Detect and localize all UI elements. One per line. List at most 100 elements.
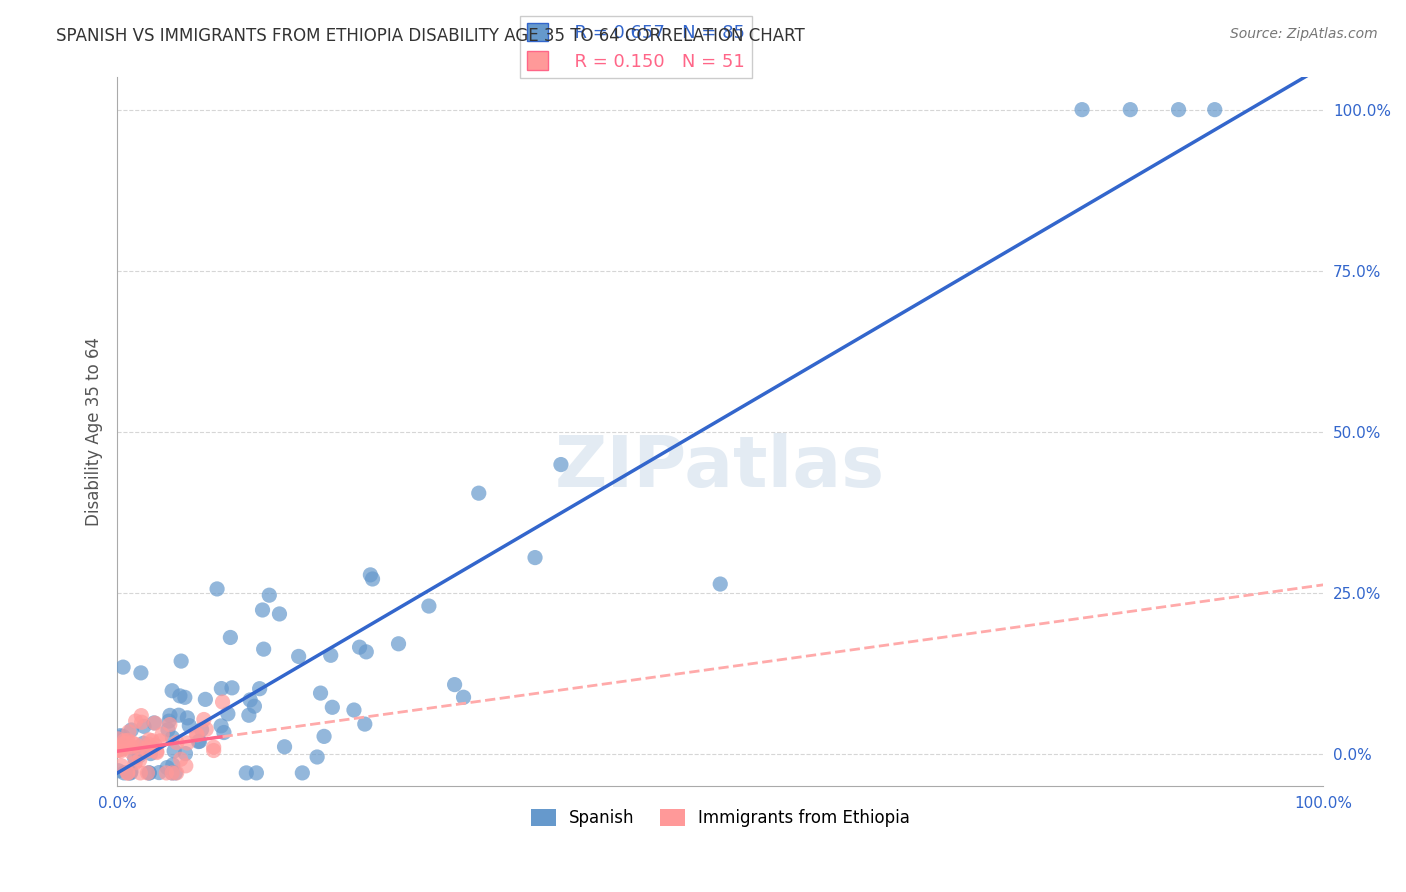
Point xyxy=(194,692,217,706)
Point xyxy=(145,744,167,758)
Point xyxy=(146,746,169,760)
Point xyxy=(259,588,281,602)
Point xyxy=(166,765,188,780)
Point xyxy=(219,631,242,645)
Point xyxy=(108,743,131,757)
Point xyxy=(150,727,173,741)
Point xyxy=(156,723,179,737)
Point xyxy=(124,714,146,728)
Point xyxy=(131,715,153,730)
Point xyxy=(132,736,155,750)
Point xyxy=(179,719,201,733)
Point xyxy=(107,743,129,757)
Point xyxy=(124,751,146,765)
Point xyxy=(107,731,129,746)
Point xyxy=(418,599,440,613)
Point xyxy=(169,752,191,766)
Point xyxy=(112,765,135,780)
Point xyxy=(160,765,183,780)
Point xyxy=(359,567,381,582)
Point xyxy=(160,765,183,780)
Point xyxy=(162,731,184,745)
Point xyxy=(235,765,257,780)
Point xyxy=(118,724,141,739)
Point xyxy=(211,695,233,709)
Point xyxy=(190,723,212,737)
Point xyxy=(1119,103,1142,117)
Point xyxy=(112,742,135,756)
Point xyxy=(138,737,160,751)
Point xyxy=(132,719,155,733)
Point xyxy=(135,741,157,756)
Point xyxy=(166,735,188,749)
Point xyxy=(143,715,166,730)
Point xyxy=(141,733,163,747)
Point xyxy=(709,577,731,591)
Point xyxy=(117,765,139,780)
Point xyxy=(129,765,152,780)
Point xyxy=(170,654,193,668)
Point xyxy=(128,740,150,755)
Point xyxy=(186,727,208,741)
Point xyxy=(238,708,260,723)
Point xyxy=(176,711,198,725)
Point xyxy=(343,703,366,717)
Point xyxy=(453,690,475,705)
Point xyxy=(443,678,465,692)
Point xyxy=(108,740,131,755)
Point xyxy=(468,486,491,500)
Point xyxy=(361,572,384,586)
Point xyxy=(129,708,152,723)
Point xyxy=(148,765,170,780)
Point xyxy=(138,765,160,780)
Point xyxy=(160,683,183,698)
Point xyxy=(111,729,134,743)
Point xyxy=(173,690,195,705)
Point xyxy=(107,764,129,778)
Point xyxy=(112,660,135,674)
Point xyxy=(143,739,166,753)
Point xyxy=(120,765,142,780)
Point xyxy=(165,765,187,780)
Point xyxy=(1071,103,1094,117)
Point xyxy=(209,681,232,696)
Point xyxy=(319,648,342,663)
Point xyxy=(202,743,225,757)
Point xyxy=(353,717,375,731)
Point xyxy=(291,765,314,780)
Point xyxy=(252,603,274,617)
Point xyxy=(156,760,179,774)
Point xyxy=(139,747,162,761)
Point xyxy=(202,740,225,755)
Point xyxy=(138,765,160,780)
Point xyxy=(188,734,211,748)
Point xyxy=(138,732,160,747)
Point xyxy=(110,744,132,758)
Point xyxy=(174,759,197,773)
Point xyxy=(245,765,267,780)
Point xyxy=(149,734,172,748)
Point xyxy=(269,607,291,621)
Point xyxy=(1167,103,1189,117)
Point xyxy=(120,764,142,779)
Point xyxy=(249,681,271,696)
Point xyxy=(112,733,135,747)
Point xyxy=(129,665,152,680)
Point xyxy=(143,716,166,731)
Point xyxy=(169,689,191,703)
Point xyxy=(117,765,139,780)
Text: ZIPatlas: ZIPatlas xyxy=(555,433,886,501)
Point xyxy=(120,723,142,737)
Point xyxy=(309,686,332,700)
Point xyxy=(307,750,329,764)
Point xyxy=(110,729,132,743)
Point xyxy=(187,734,209,748)
Text: SPANISH VS IMMIGRANTS FROM ETHIOPIA DISABILITY AGE 35 TO 64 CORRELATION CHART: SPANISH VS IMMIGRANTS FROM ETHIOPIA DISA… xyxy=(56,27,806,45)
Text: Source: ZipAtlas.com: Source: ZipAtlas.com xyxy=(1230,27,1378,41)
Point xyxy=(349,640,371,655)
Point xyxy=(239,693,262,707)
Point xyxy=(138,744,160,758)
Point xyxy=(321,700,343,714)
Point xyxy=(118,765,141,780)
Point xyxy=(253,642,276,657)
